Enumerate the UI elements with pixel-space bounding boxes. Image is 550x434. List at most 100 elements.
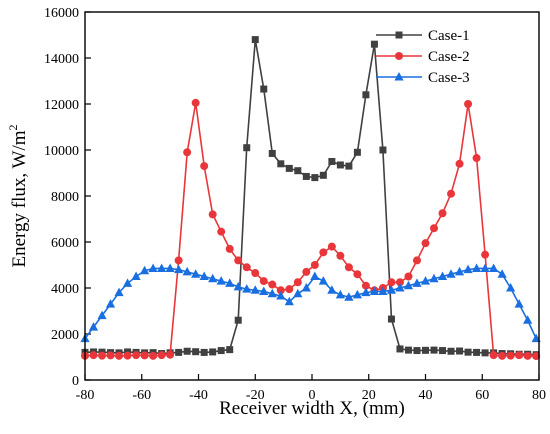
data-point [506,351,515,360]
data-point [106,351,115,360]
y-tick-label: 10000 [44,144,79,159]
data-point [88,322,99,331]
data-point [404,272,413,281]
data-point [473,348,481,356]
data-point [200,162,209,171]
data-point [217,347,225,355]
data-point [97,310,107,320]
data-point [268,149,276,157]
data-point [472,154,481,163]
data-point [353,148,361,156]
data-point [250,285,260,294]
data-point [438,209,447,218]
data-point [318,276,328,285]
x-tick-label: 60 [475,388,489,403]
data-point [267,288,277,298]
legend-item: Case-1 [376,28,470,44]
data-point [293,288,303,298]
data-point [437,271,448,280]
data-point [328,158,336,165]
data-point [335,289,345,299]
data-point [217,227,226,236]
data-point [285,285,294,294]
data-point [209,348,217,356]
data-point [386,285,397,294]
data-point [165,263,175,272]
legend-label: Case-1 [428,28,470,44]
data-point [497,269,507,278]
series-line [84,39,537,356]
data-point [114,287,124,297]
y-axis-title: Energy flux, W/m2 [6,124,30,267]
data-point [336,161,344,169]
plot-series [80,36,541,361]
data-point [234,316,242,324]
data-point [429,273,439,283]
data-point [412,278,422,287]
x-tick-label: -80 [76,388,95,403]
x-tick-label: -40 [189,388,208,403]
plot-frame [84,11,540,381]
data-point [430,224,439,233]
legend-label: Case-3 [428,70,470,86]
series-2 [81,98,541,361]
y-tick-label: 6000 [51,236,79,251]
data-point [302,267,311,276]
data-point [166,350,175,359]
data-point [387,315,395,323]
data-point [370,40,378,48]
y-tick-label: 4000 [51,282,79,297]
x-tick-label: -20 [246,388,265,403]
data-point [277,160,285,168]
data-point [174,264,184,274]
data-point [234,256,243,265]
data-point [489,263,499,272]
data-point [378,286,388,295]
data-point [301,283,311,292]
data-point [361,287,371,297]
x-tick-label: 80 [532,388,546,403]
data-point [149,351,158,360]
data-point [225,278,235,287]
legend-marker [394,72,404,81]
legend: Case-1 Case-2 Case-3 [376,28,470,86]
data-point [132,351,141,360]
data-point [311,174,319,182]
data-point [421,239,430,248]
y-tick-label: 0 [72,374,79,389]
data-point [175,348,183,356]
data-point [515,351,524,360]
series-line [84,102,537,357]
x-tick-label: 0 [309,388,316,403]
data-point [387,278,396,287]
data-point [396,345,404,353]
data-point [327,242,336,251]
data-point [439,347,447,355]
data-point [310,261,319,269]
data-point [447,189,456,198]
x-tick-label: 20 [362,388,376,403]
data-point [422,346,429,354]
data-point [157,263,167,272]
data-point [353,270,362,279]
data-point [514,299,524,308]
data-point [454,266,465,276]
data-point [403,280,414,290]
series-3 [80,263,541,343]
data-point [242,284,252,293]
data-point [284,296,294,306]
data-point [233,281,243,291]
data-point [200,348,208,356]
data-point [183,148,192,157]
legend-item: Case-3 [376,70,470,86]
data-point [489,351,498,360]
data-point [183,347,191,355]
data-point [115,351,124,360]
data-point [268,280,277,289]
y-tick-label: 12000 [44,98,79,113]
data-point [344,263,353,272]
data-point [259,277,268,286]
axis-ticks: -80 -60 -40 -20 0 20 40 60 80 0 2000 4000 6000 8000 10… [44,6,546,403]
data-point [208,273,218,283]
data-point [362,91,370,99]
